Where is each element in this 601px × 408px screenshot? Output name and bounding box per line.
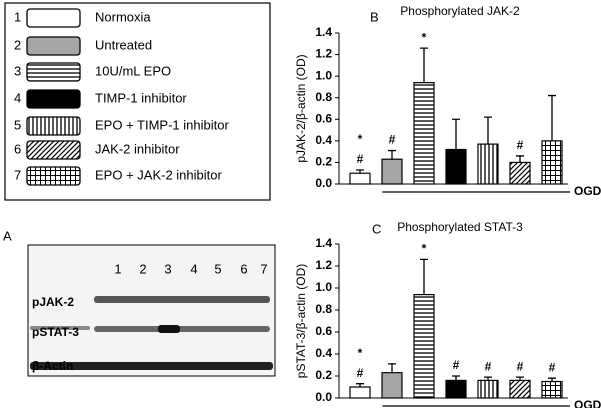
legend-swatch [26,8,81,28]
error-bar [356,169,364,174]
legend-label: EPO + TIMP-1 inhibitor [95,117,229,132]
bar [541,140,563,185]
bar [541,380,563,399]
bar [349,386,371,399]
bar [477,379,499,399]
legend-label: 10U/mL EPO [95,63,171,78]
error-bar [388,363,396,373]
panel-label: B [370,9,379,24]
bar [413,82,435,185]
significance-mark: * [358,346,363,360]
error-bar [548,377,556,382]
legend-number: 2 [14,37,21,52]
panel-label: C [372,221,381,236]
legend-label: EPO + JAK-2 inhibitor [95,167,222,182]
legend-number: 7 [14,167,21,182]
chart-title: Phosphorylated JAK-2 [400,4,520,18]
ogd-label: OGD [574,398,601,408]
y-tick-label: 1.4 [315,236,332,250]
y-tick-label: 0.4 [315,133,332,147]
error-bar [516,376,524,381]
lane-number: 6 [240,261,247,276]
y-tick-label: 0.2 [315,368,332,382]
y-tick-label: 1.0 [315,280,332,294]
significance-mark: # [517,359,524,373]
bar [509,161,531,185]
bar [381,372,403,399]
y-tick-label: 0.2 [315,155,332,169]
lane-number: 3 [164,261,171,276]
legend-number: 1 [14,9,21,24]
lane-number: 5 [214,261,221,276]
legend-number: 3 [14,63,21,78]
y-axis-label: pSTAT-3/β-actin (OD) [294,264,308,378]
legend-swatch [26,89,81,109]
error-bar [356,383,364,387]
significance-mark: # [453,358,460,372]
panel-label: A [3,228,12,243]
lane-number: 1 [114,261,121,276]
bar [477,143,499,185]
error-bar [452,375,460,381]
error-bar [516,155,524,163]
significance-mark: # [357,152,364,166]
blot-row-label: pJAK-2 [32,295,74,309]
legend-label: Normoxia [95,9,151,24]
blot-image [27,244,276,377]
y-tick-label: 0.8 [315,302,332,316]
legend-number: 6 [14,141,21,156]
error-bar [484,116,492,145]
significance-mark: # [517,138,524,152]
legend-swatch [26,140,81,160]
error-bar [420,47,428,83]
error-bar [452,118,460,150]
significance-mark: # [389,133,396,147]
significance-mark: * [422,242,427,256]
bar [381,158,403,185]
error-bar [484,376,492,381]
bar [413,294,435,399]
y-tick-label: 0.0 [315,390,332,404]
bar [445,148,467,185]
blot-row-label: β-Actin [32,359,73,373]
y-tick-label: 0.8 [315,90,332,104]
error-bar [548,94,556,141]
y-axis-label: pJAK-2/β-actin (OD) [294,54,308,162]
significance-mark: # [357,366,364,380]
bar [509,379,531,399]
legend-swatch [26,166,81,186]
bar [349,172,371,185]
y-tick-label: 0.4 [315,346,332,360]
lane-number: 4 [190,261,197,276]
legend-swatch [26,116,81,136]
y-tick-label: 1.2 [315,258,332,272]
ogd-label: OGD [574,184,601,198]
lane-number: 2 [139,261,146,276]
y-tick-label: 0.0 [315,176,332,190]
y-tick-label: 1.0 [315,68,332,82]
legend-number: 5 [14,117,21,132]
error-bar [388,149,396,160]
significance-mark: * [422,30,427,44]
legend-number: 4 [14,90,21,105]
bar [445,379,467,399]
chart-title: Phosphorylated STAT-3 [397,220,523,234]
lane-number: 7 [260,261,267,276]
legend-label: Untreated [95,37,152,52]
significance-mark: # [549,360,556,374]
y-tick-label: 0.6 [315,111,332,125]
error-bar [420,258,428,295]
significance-mark: # [485,359,492,373]
legend-label: JAK-2 inhibitor [95,141,180,156]
blot-row-label: pSTAT-3 [32,325,79,339]
y-tick-label: 1.2 [315,47,332,61]
legend-label: TIMP-1 inhibitor [95,90,187,105]
y-tick-label: 1.4 [315,25,332,39]
significance-mark: * [358,132,363,146]
legend-swatch [26,62,81,82]
legend-swatch [26,36,81,56]
y-tick-label: 0.6 [315,324,332,338]
